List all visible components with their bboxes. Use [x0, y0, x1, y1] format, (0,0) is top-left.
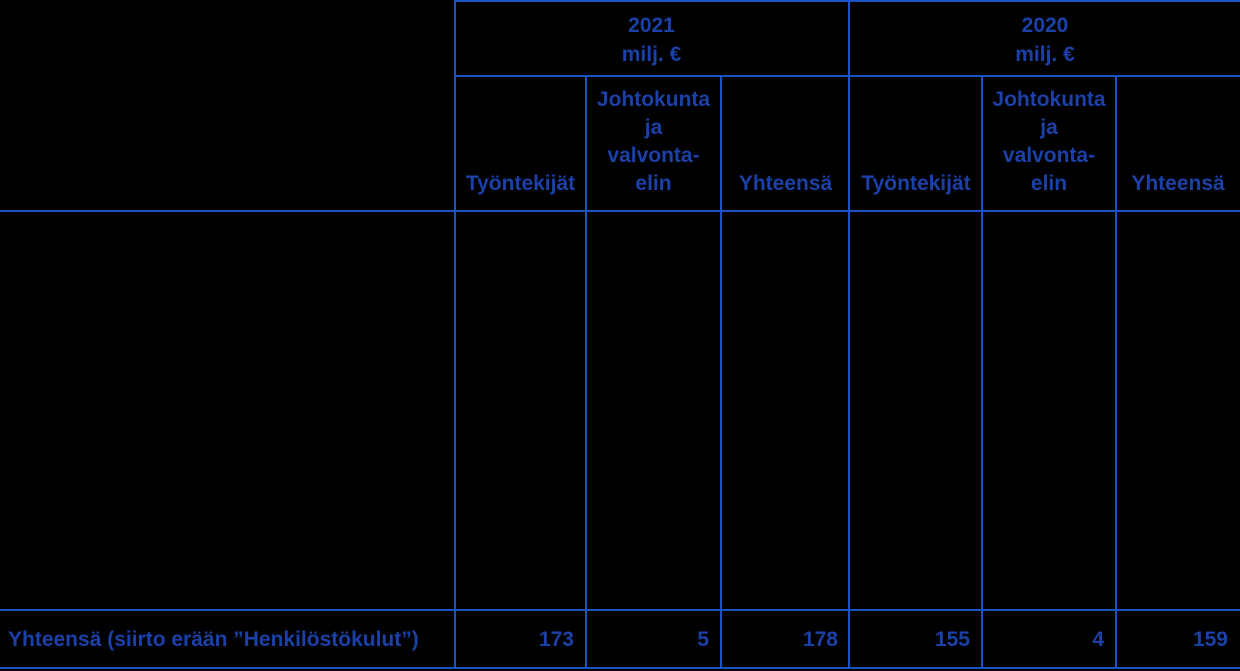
- totals-2021-board: 5: [697, 627, 709, 651]
- totals-2020-total: 159: [1192, 627, 1228, 651]
- table-bottom-border: [0, 667, 1240, 669]
- year-header-2020-text: 2020 milj. €: [1015, 14, 1075, 66]
- col-divider-2020-employees-board: [981, 75, 983, 669]
- table-top-border: [454, 0, 1240, 2]
- colhead-2020-total: Yhteensä: [1131, 172, 1225, 195]
- colhead-2021-employees: Työntekijät: [465, 172, 576, 195]
- column-header-divider: [0, 210, 1240, 212]
- label-column-divider: [454, 0, 456, 669]
- totals-row-label: Yhteensä (siirto erään ”Henkilöstökulut”…: [8, 627, 419, 651]
- colhead-2020-board: Johtokunta ja valvonta- elin: [992, 88, 1106, 195]
- col-divider-2021-board-total: [720, 75, 722, 669]
- totals-2021-employees: 173: [538, 627, 574, 651]
- col-divider-2020-board-total: [1115, 75, 1117, 669]
- totals-2020-board: 4: [1092, 627, 1104, 651]
- year-header-divider: [454, 75, 1240, 77]
- totals-2021-total: 178: [802, 627, 838, 651]
- year-header-2021-text: 2021 milj. €: [621, 14, 682, 66]
- year-header-2020: 2020 milj. €: [850, 6, 1240, 74]
- totals-row-top-border: [0, 609, 1240, 611]
- year-group-divider: [848, 0, 850, 669]
- totals-2020-employees: 155: [934, 627, 970, 651]
- colhead-2021-board: Johtokunta ja valvonta- elin: [596, 88, 711, 195]
- colhead-2021-total: Yhteensä: [738, 172, 833, 195]
- colhead-2020-employees: Työntekijät: [861, 172, 971, 195]
- year-header-2021: 2021 milj. €: [455, 6, 848, 74]
- col-divider-2021-employees-board: [585, 75, 587, 669]
